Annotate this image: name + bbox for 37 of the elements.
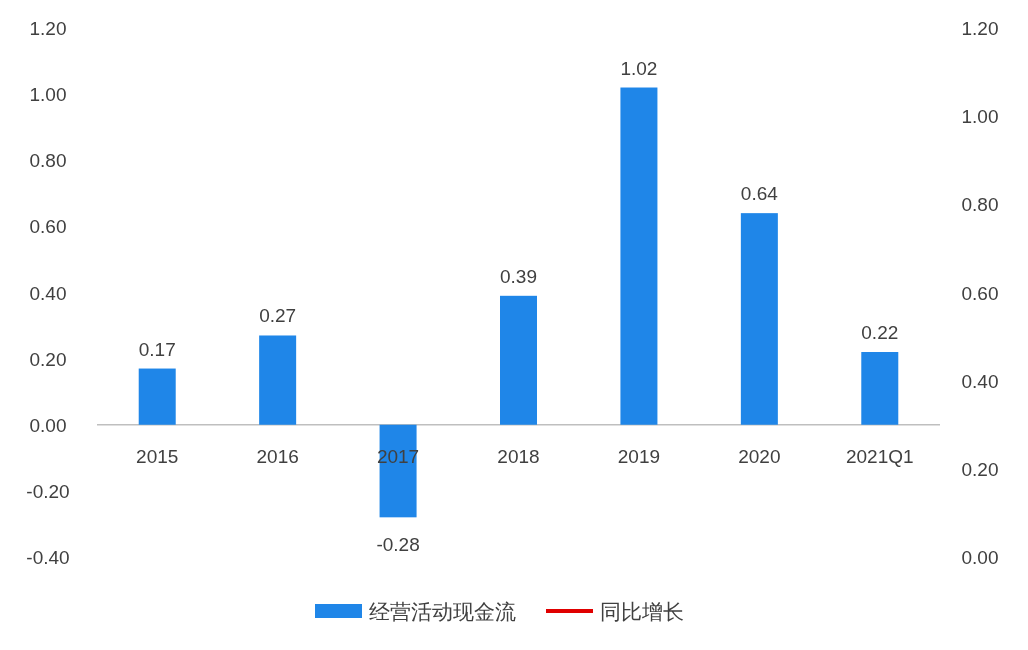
y-tick-label: 0.00 — [29, 414, 67, 436]
bar — [620, 87, 658, 425]
y-tick-label: 1.20 — [29, 18, 67, 39]
y-tick-label: 0.60 — [29, 216, 67, 238]
x-tick-label: 2016 — [256, 445, 299, 467]
bar — [138, 368, 176, 425]
data-label: 0.39 — [500, 265, 537, 287]
y2-tick-label: 1.20 — [961, 18, 999, 39]
x-tick-label: 2020 — [738, 445, 781, 467]
y-tick-label: 1.00 — [29, 84, 67, 106]
legend-label: 经营活动现金流 — [369, 600, 516, 623]
data-label: 0.27 — [259, 305, 297, 327]
y2-tick-label: 0.20 — [961, 458, 999, 480]
y-tick-label: 0.20 — [29, 348, 67, 370]
x-tick-label: 2021Q1 — [845, 445, 914, 467]
legend-label: 同比增长 — [600, 600, 684, 623]
y-tick-label: 0.40 — [29, 282, 67, 304]
data-label: 0.22 — [861, 322, 899, 344]
y-tick-label: -0.20 — [26, 480, 70, 502]
y2-tick-label: 0.60 — [961, 282, 999, 304]
bar — [740, 213, 778, 425]
bar — [500, 295, 537, 425]
x-tick-label: 2019 — [617, 445, 661, 467]
y2-tick-label: 0.80 — [961, 194, 999, 216]
data-label: 0.17 — [138, 338, 176, 360]
y2-tick-label: 1.00 — [961, 106, 999, 128]
data-label: 1.02 — [620, 57, 658, 79]
x-tick-label: 2018 — [497, 445, 540, 467]
bar — [861, 352, 899, 425]
y2-tick-label: 0.40 — [961, 370, 999, 392]
data-label: -0.28 — [376, 534, 420, 556]
bar — [259, 335, 297, 425]
x-tick-label: 2015 — [136, 445, 179, 467]
data-label: 0.64 — [740, 183, 779, 205]
y-tick-label: -0.40 — [26, 547, 70, 568]
y-tick-label: 0.80 — [29, 150, 67, 172]
y2-tick-label: 0.00 — [961, 547, 999, 568]
